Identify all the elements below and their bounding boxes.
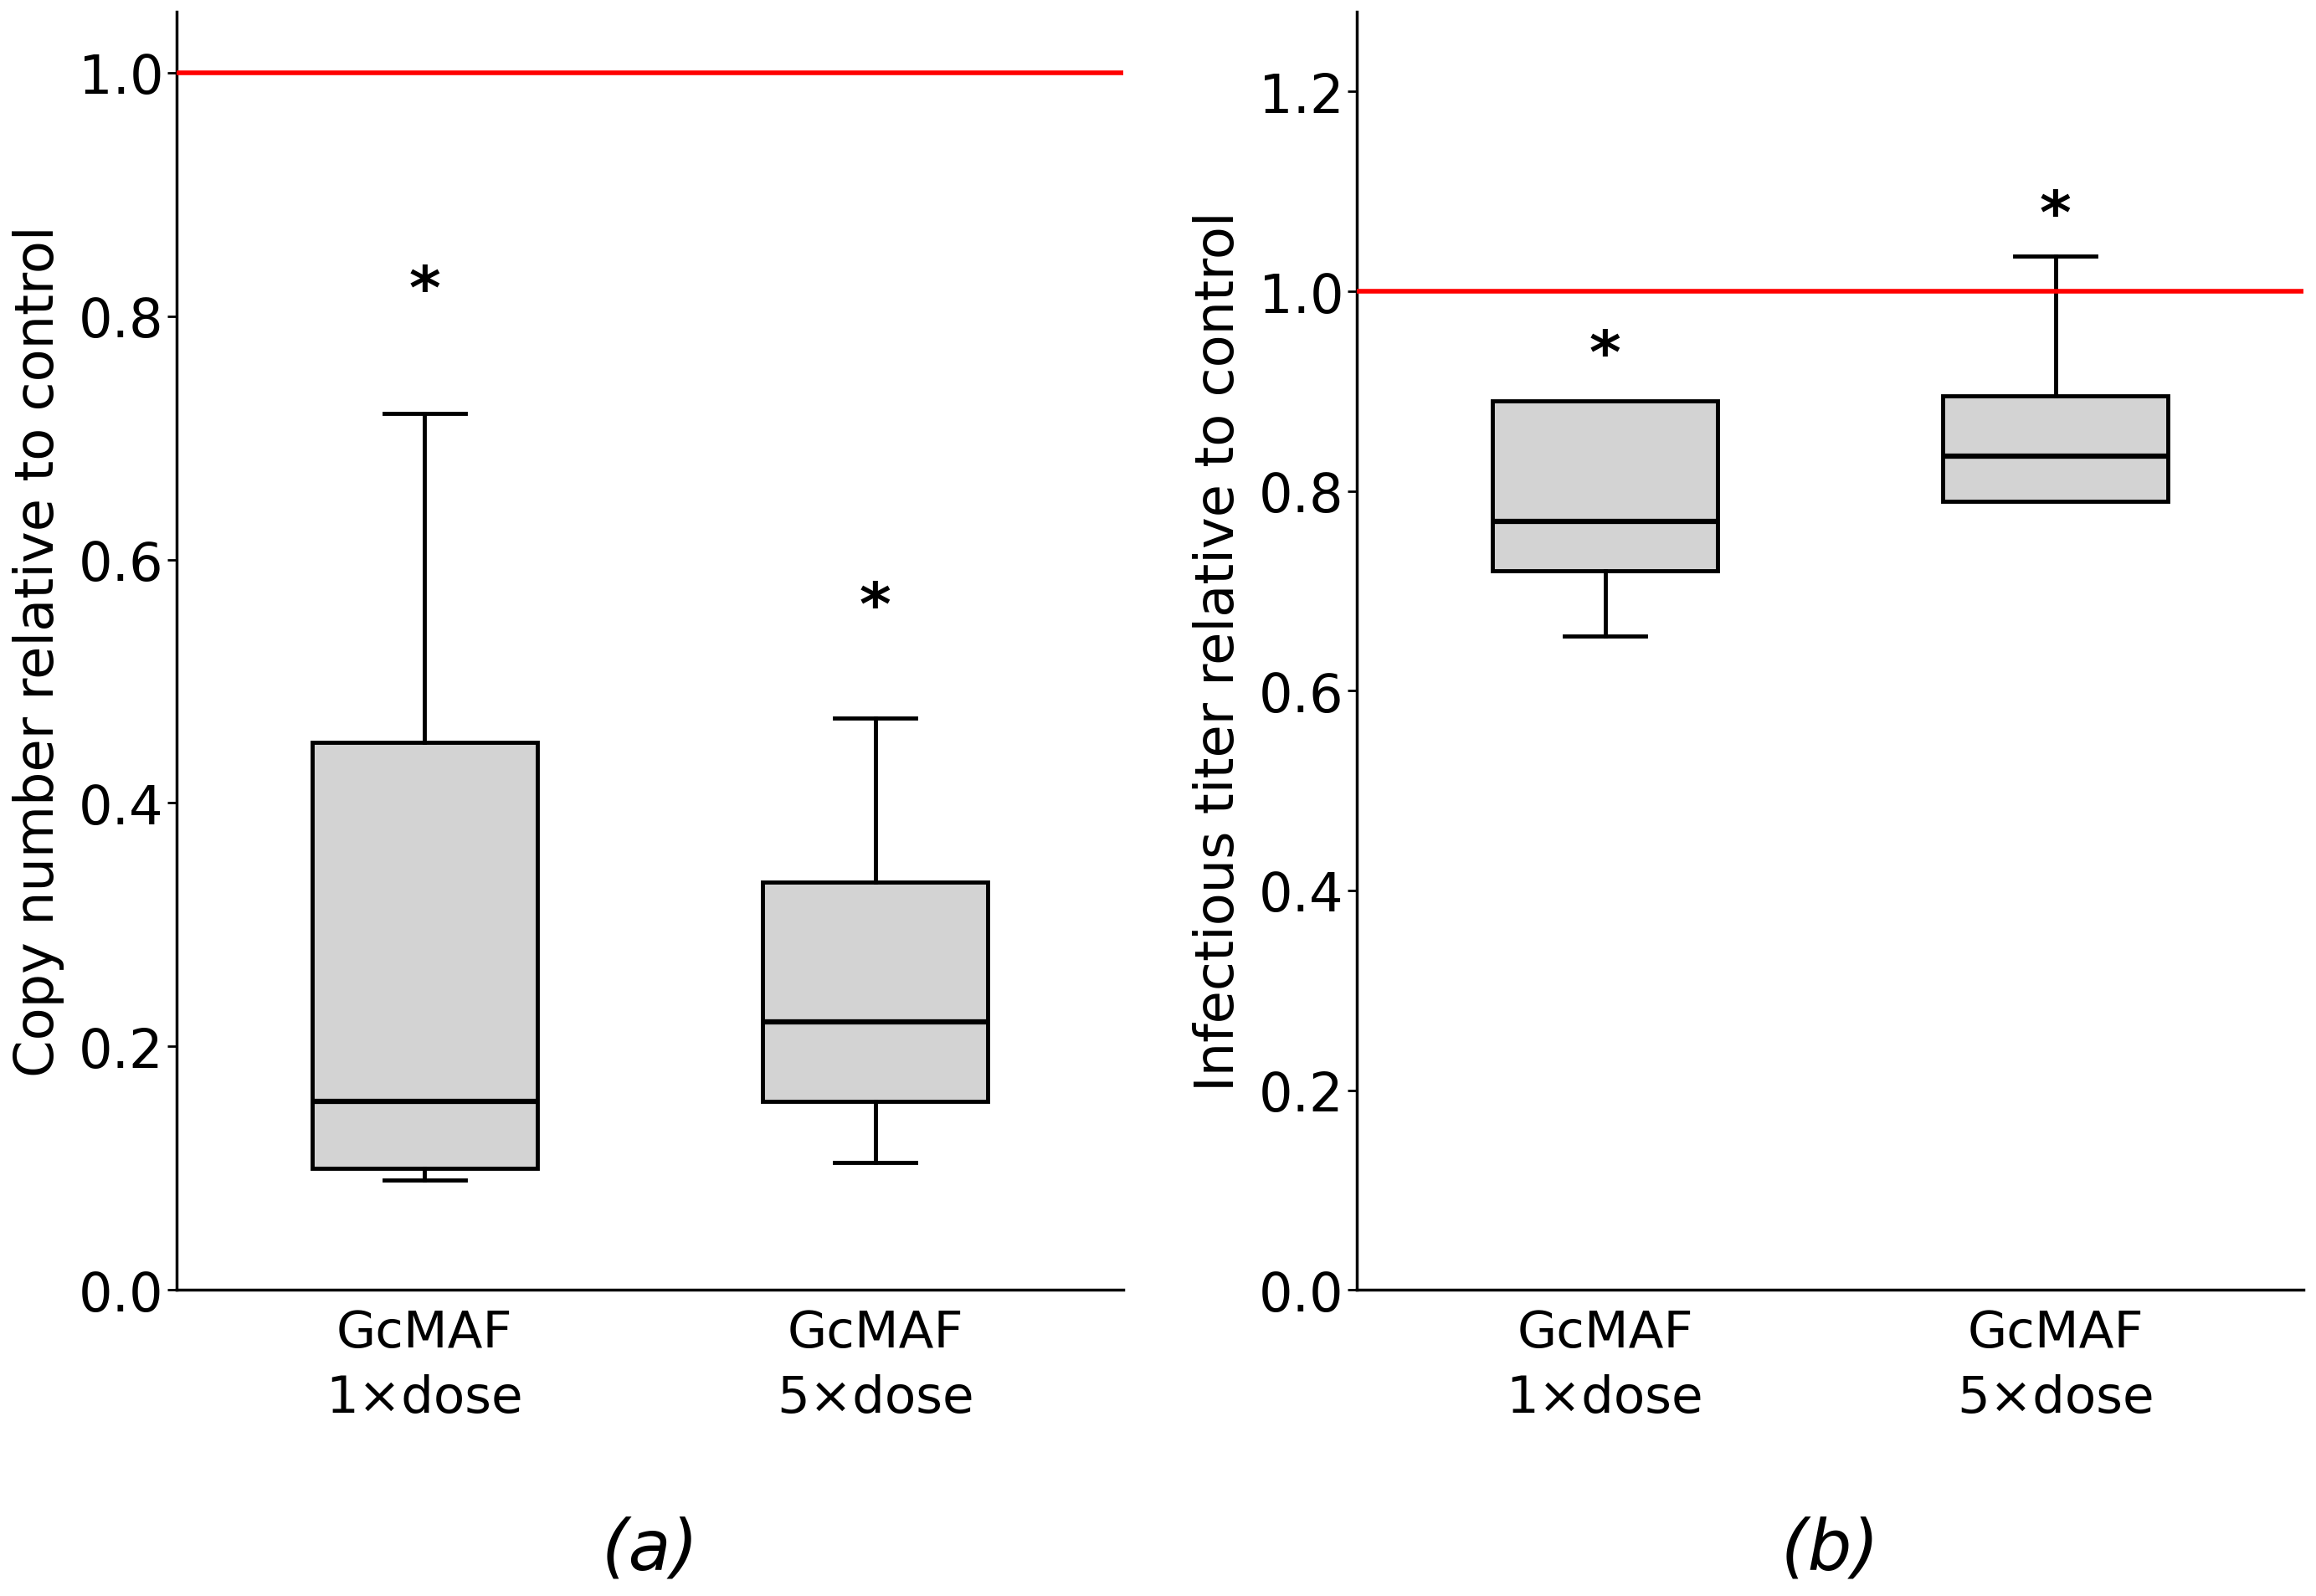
Y-axis label: Infectious titer relative to control: Infectious titer relative to control	[1193, 212, 1244, 1092]
Text: *: *	[859, 579, 892, 637]
Bar	[762, 883, 989, 1101]
Bar	[1943, 397, 2168, 501]
Bar	[313, 742, 537, 1168]
Text: *: *	[410, 263, 440, 321]
Bar	[1492, 402, 1718, 571]
Text: *: *	[1589, 329, 1621, 386]
X-axis label: (a): (a)	[602, 1516, 699, 1583]
Y-axis label: Copy number relative to control: Copy number relative to control	[12, 225, 65, 1077]
X-axis label: (b): (b)	[1781, 1516, 1881, 1583]
Text: *: *	[2040, 188, 2071, 246]
